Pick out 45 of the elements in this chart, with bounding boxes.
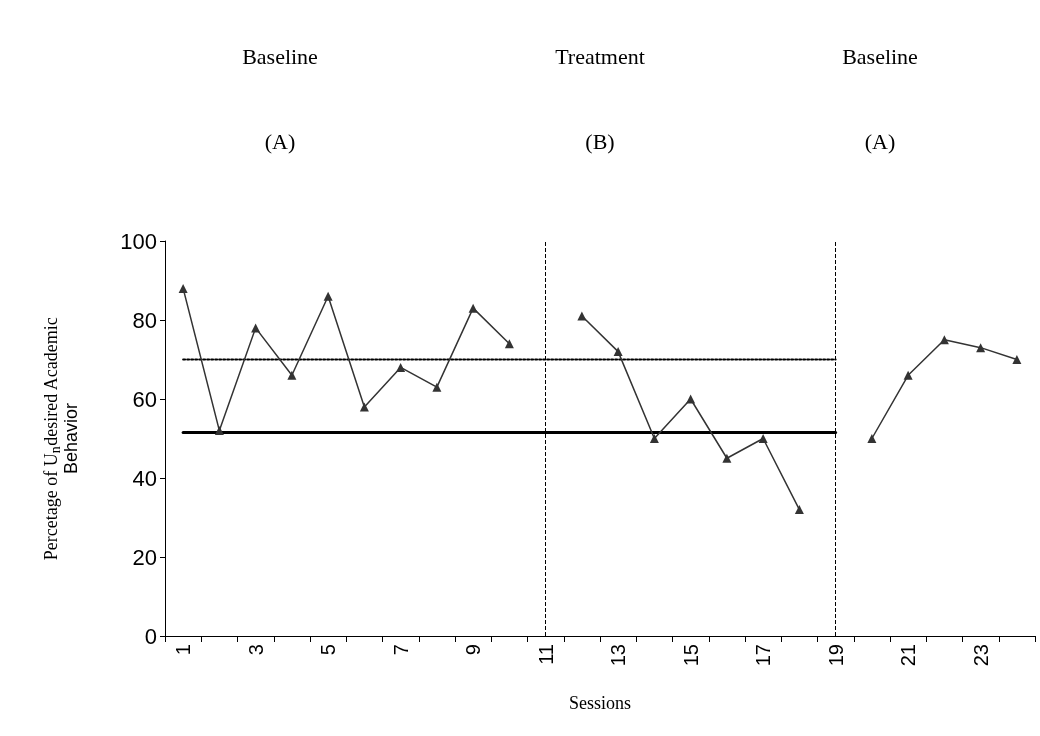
text: (B) [585, 128, 615, 154]
point [939, 335, 949, 345]
y-tick-label: 60 [132, 386, 157, 412]
point [577, 311, 587, 321]
point [686, 394, 696, 404]
point [468, 303, 478, 313]
point [867, 434, 877, 443]
x-tick-label: 13 [607, 644, 630, 667]
point [178, 283, 188, 293]
text: (A) [864, 128, 896, 154]
point [1012, 355, 1022, 364]
text: Treatment [555, 43, 645, 69]
point [758, 434, 768, 443]
x-tick-label: 17 [752, 644, 775, 667]
point [396, 362, 406, 372]
x-tick-label: 15 [679, 644, 702, 667]
x-tick-label: 19 [824, 644, 847, 667]
point [794, 505, 804, 515]
text: Baseline [242, 43, 318, 69]
x-tick-label: 11 [534, 644, 557, 665]
x-tick-label: 9 [462, 644, 485, 656]
y-tick-label: 40 [132, 465, 157, 491]
point [722, 453, 732, 463]
x-tick-label: 7 [389, 644, 412, 656]
text: Baseline [842, 43, 918, 69]
point [976, 343, 986, 353]
y-tick-label: 0 [144, 623, 157, 649]
point [613, 347, 623, 357]
point [214, 426, 224, 436]
x-tick-label: 1 [172, 644, 195, 656]
x-axis-title: Sessions [568, 693, 632, 713]
y-tick-label: 20 [132, 544, 157, 570]
x-tick-label: 5 [317, 644, 340, 656]
point [287, 370, 297, 380]
x-tick-label: 21 [897, 644, 920, 667]
point [504, 339, 514, 349]
text: (A) [264, 128, 296, 154]
y-tick-label: 80 [132, 307, 157, 333]
y-tick-label: 100 [120, 228, 157, 254]
point [649, 434, 659, 443]
x-tick-label: 23 [969, 644, 992, 667]
point [323, 291, 333, 301]
point [903, 370, 913, 380]
x-tick-label: 3 [244, 644, 267, 656]
point [432, 382, 442, 392]
